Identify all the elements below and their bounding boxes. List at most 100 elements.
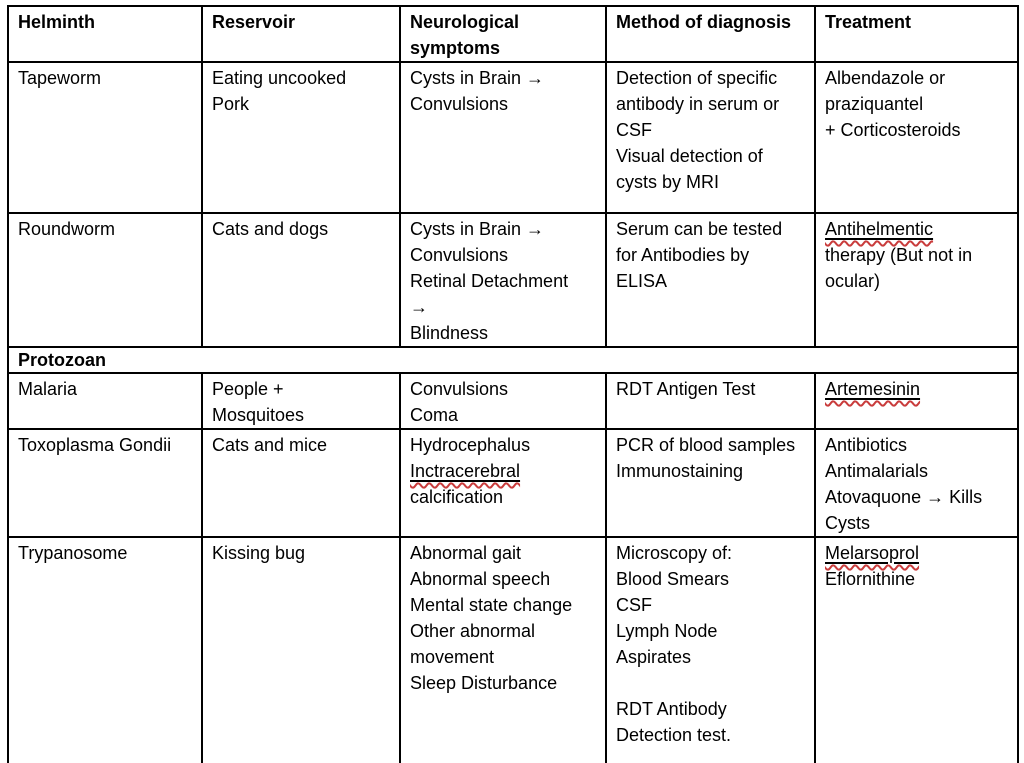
cell-line: Visual detection of [616,146,763,166]
table-cell: Tapeworm [7,61,203,214]
misspelled-word: Antihelmentic [825,219,934,239]
cell-line: antibody in serum or [616,94,780,114]
table-cell: Toxoplasma Gondii [7,428,203,538]
table-cell: Antihelmentic therapy (But not in ocular) [814,212,1019,348]
table-cell: People + Mosquitoes [201,372,401,430]
table-cell: Hydrocephalus Inctracerebral calcification [399,428,607,538]
cell-line: Blindness [410,323,489,343]
misspelled-word: Melarsoprol [825,543,920,563]
cell-line: Cysts [825,513,870,533]
section-divider-row: Protozoan [7,346,1019,374]
table-body: Tapeworm Eating uncooked Pork Cysts in Brai… [7,61,1019,763]
cell-line: Trypanosome [18,543,128,563]
misspelled-word: Inctracerebral [410,461,521,481]
cell-line: CSF [616,595,652,615]
table-row: Toxoplasma Gondii Cats and mice Hydrocepha… [7,428,1019,538]
table-cell: Convulsions Coma [399,372,607,430]
section-divider-label: Protozoan [7,346,1019,374]
cell-line: Microscopy of: [616,543,733,563]
table-cell: Detection of specific antibody in serum o… [605,61,816,214]
cell-line: praziquantel [825,94,924,114]
cell-line: ELISA [616,271,668,291]
table-cell: Antibiotics Antimalarials Atovaquone → Kil… [814,428,1019,538]
cell-line: Detection of specific [616,68,778,88]
table-cell: Melarsoprol Eflornithine [814,536,1019,763]
header-row: Helminth Reservoir Neurological symptoms… [7,5,1019,63]
cell-line: for Antibodies by [616,245,750,265]
cell-line: PCR of blood samples [616,435,796,455]
table-row: Tapeworm Eating uncooked Pork Cysts in Brai… [7,61,1019,214]
column-header-neurological-symptoms: Neurological symptoms [399,5,607,63]
cell-line [616,670,806,696]
cell-line: cysts by MRI [616,172,720,192]
cell-line: Sleep Disturbance [410,673,558,693]
cell-line: Inctracerebral [410,458,597,484]
cell-line: → [410,297,428,317]
cell-line: Lymph Node [616,621,718,641]
cell-line: Malaria [18,379,78,399]
cell-line: movement [410,647,495,667]
cell-line: Antihelmentic [825,216,1009,242]
column-header-treatment: Treatment [814,5,1019,63]
table-cell: Eating uncooked Pork [201,61,401,214]
table-cell: Abnormal gait Abnormal speech Mental state… [399,536,607,763]
underlined-word: Antihelmentic [825,219,933,239]
cell-line: Atovaquone → Kills [825,487,983,507]
cell-line: Convulsions [410,94,509,114]
cell-line: RDT Antibody [616,699,727,719]
cell-line: Pork [212,94,250,114]
cell-line: Coma [410,405,459,425]
table-cell: Roundworm [7,212,203,348]
cell-line: Roundworm [18,219,116,239]
cell-line: therapy (But not in [825,245,973,265]
cell-line: Retinal Detachment [410,271,569,291]
cell-line: CSF [616,120,652,140]
table-cell: Serum can be tested for Antibodies by ELIS… [605,212,816,348]
cell-line: Toxoplasma Gondii [18,435,172,455]
table-cell: Cysts in Brain → Convulsions Retinal Detac… [399,212,607,348]
table-cell: Microscopy of: Blood Smears CSF Lymph Node A… [605,536,816,763]
table-cell: Malaria [7,372,203,430]
cell-line: Detection test. [616,725,732,745]
table-cell: Cysts in Brain → Convulsions [399,61,607,214]
cell-line: Antimalarials [825,461,929,481]
cell-line: Convulsions [410,379,509,399]
column-header-reservoir: Reservoir [201,5,401,63]
cell-line: + Corticosteroids [825,120,961,140]
table-cell: Artemesinin [814,372,1019,430]
cell-line: Albendazole or [825,68,946,88]
table-row: Malaria People + Mosquitoes Convulsions Coma… [7,372,1019,430]
cell-line: Serum can be tested [616,219,783,239]
cell-line: People + [212,379,284,399]
cell-line: Cysts in Brain → [410,68,545,88]
cell-line: Tapeworm [18,68,102,88]
misspelled-word: Artemesinin [825,379,921,399]
cell-line: Abnormal speech [410,569,551,589]
underlined-word: Inctracerebral [410,461,520,481]
cell-line: ocular) [825,271,881,291]
table-cell: Cats and mice [201,428,401,538]
cell-line: Mosquitoes [212,405,305,425]
cell-line: Mental state change [410,595,573,615]
cell-line: Aspirates [616,647,692,667]
table-row: Trypanosome Kissing bug Abnormal gait Abnor… [7,536,1019,763]
cell-line: Eating uncooked [212,68,347,88]
cell-line: Antibiotics [825,435,908,455]
column-header-method-of-diagnosis: Method of diagnosis [605,5,816,63]
cell-line: Other abnormal [410,621,536,641]
helminth-table: Helminth Reservoir Neurological symptoms… [7,5,1019,763]
underlined-word: Artemesinin [825,379,920,399]
cell-line: calcification [410,487,504,507]
cell-line: Cats and mice [212,435,328,455]
cell-line: Blood Smears [616,569,730,589]
table-cell: Kissing bug [201,536,401,763]
table-cell: PCR of blood samples Immunostaining [605,428,816,538]
cell-line: Kissing bug [212,543,306,563]
cell-line: Cysts in Brain → [410,219,545,239]
table-cell: Trypanosome [7,536,203,763]
cell-line: Melarsoprol [825,540,1009,566]
column-header-helminth: Helminth [7,5,203,63]
table-cell: Albendazole or praziquantel + Corticostero… [814,61,1019,214]
cell-line: Artemesinin [825,376,1009,402]
